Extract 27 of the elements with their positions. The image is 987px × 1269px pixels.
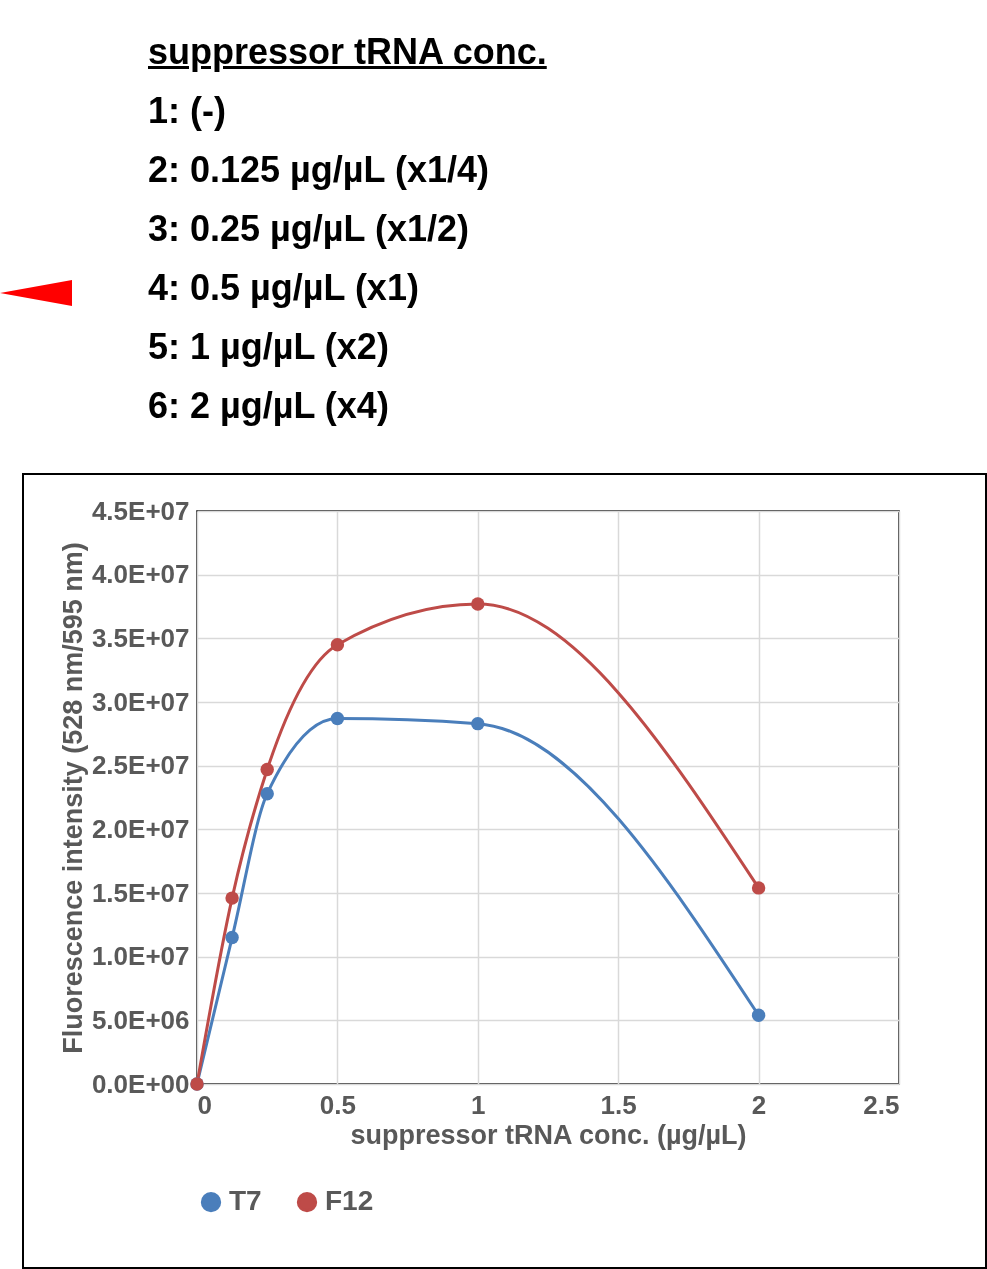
text: 5: 1 µg/µL (x2) [148, 325, 390, 369]
y-axis-title: Fluorescence intensity (528 nm/595 nm) [57, 542, 88, 1054]
text: 2: 0.125 µg/µL (x1/4) [148, 148, 490, 192]
x-axis-title: suppressor tRNA conc. (µg/µL) [350, 1119, 747, 1150]
legend-label: T7 [229, 1185, 262, 1217]
x-tick-label: 1.5 [600, 1089, 637, 1120]
y-tick-label: 1.0E+07 [91, 941, 190, 972]
legend-label: F12 [325, 1185, 374, 1217]
chart-title: suppressor tRNA conc. [148, 30, 547, 74]
x-tick-label: 0 [197, 1089, 212, 1120]
y-tick-label: 3.0E+07 [91, 686, 190, 717]
y-tick-label: 4.5E+07 [91, 495, 190, 526]
text: 6: 2 µg/µL (x4) [148, 384, 390, 428]
x-tick-label: 2.5 [863, 1089, 900, 1120]
x-tick-label: 2 [751, 1089, 767, 1120]
y-tick-label: 2.5E+07 [91, 750, 190, 781]
x-tick-label: 0.5 [319, 1089, 356, 1120]
y-tick-label: 5.0E+06 [91, 1004, 190, 1035]
text: 3: 0.25 µg/µL (x1/2) [148, 207, 470, 251]
y-tick-label: 3.5E+07 [91, 622, 190, 653]
text: 1: (-) [148, 89, 227, 133]
text: 4: 0.5 µg/µL (x1) [148, 266, 420, 310]
y-tick-label: 0.0E+00 [91, 1068, 190, 1099]
y-tick-label: 2.0E+07 [91, 813, 190, 844]
x-tick-label: 1 [471, 1089, 486, 1120]
y-tick-label: 4.0E+07 [91, 559, 190, 590]
y-tick-label: 1.5E+07 [91, 877, 190, 908]
